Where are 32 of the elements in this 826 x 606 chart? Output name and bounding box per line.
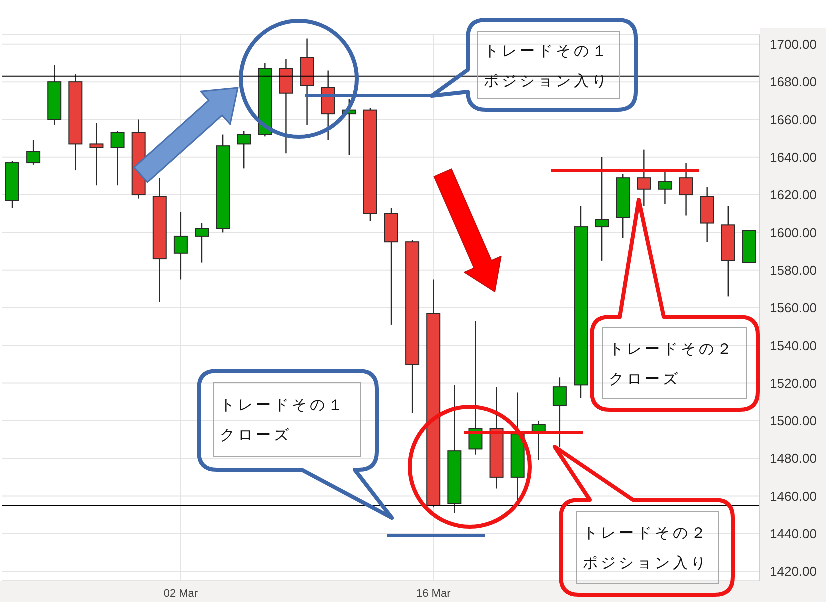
- y-tick-label: 1480.00: [770, 451, 817, 466]
- y-tick-label: 1700.00: [770, 37, 817, 52]
- y-tick-label: 1540.00: [770, 338, 817, 354]
- candlestick: [679, 162, 694, 216]
- candlestick: [658, 172, 672, 206]
- x-tick-label: 16 Mar: [416, 588, 452, 600]
- candlestick: [110, 130, 125, 186]
- y-tick-label: 1640.00: [770, 150, 817, 165]
- y-tick-label: 1560.00: [770, 300, 817, 316]
- y-tick-label: 1500.00: [770, 414, 817, 429]
- y-tick-label: 1680.00: [770, 74, 817, 90]
- annotation: トレードその１ポジション入り: [484, 40, 611, 92]
- y-tick-label: 1600.00: [770, 225, 817, 240]
- candlestick: [552, 377, 567, 448]
- y-tick-label: 1660.00: [770, 112, 817, 128]
- annotation: トレードその２クローズ: [609, 338, 736, 390]
- candlestick: [26, 140, 41, 166]
- candlestick: [595, 156, 610, 262]
- candlestick: [637, 149, 652, 207]
- x-tick-label: 02 Mar: [164, 588, 198, 600]
- annotation: トレードその２ポジション入り: [583, 523, 710, 574]
- y-tick-label: 1520.00: [770, 376, 817, 391]
- y-tick-label: 1580.00: [770, 262, 817, 278]
- candlestick: [90, 122, 104, 186]
- candlestick: [237, 130, 252, 170]
- candlestick: [174, 211, 188, 280]
- y-tick-label: 1620.00: [770, 188, 817, 203]
- candlestick: [195, 222, 209, 264]
- y-tick-label: 1440.00: [770, 526, 817, 542]
- y-tick-label: 1420.00: [770, 564, 817, 580]
- annotation: トレードその１クローズ: [220, 395, 347, 446]
- y-tick-label: 1460.00: [770, 488, 817, 504]
